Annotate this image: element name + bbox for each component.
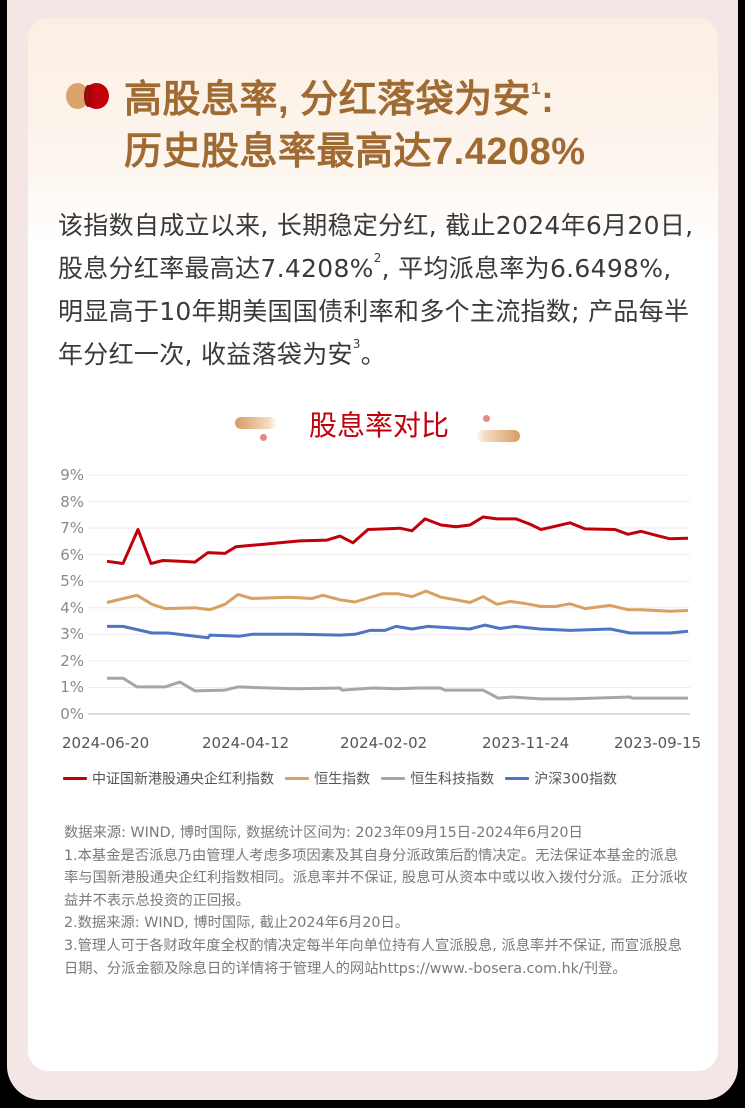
footnote-ref-3: 3 <box>352 337 361 351</box>
chart-plot-area <box>88 474 690 715</box>
intro-text-1: 该指数自成立以来, 长期稳定分红, 截止2024年6月20日, 股息分红率最高达… <box>58 211 694 283</box>
line-chart: 0% 1% 2% 3% 4% 5% 6% 7% 8% 9% 2024-06-20 2024-04-1… <box>40 460 720 760</box>
y-tick-label: 7% <box>60 519 84 538</box>
y-tick-label: 6% <box>60 545 84 564</box>
legend-item: 中证国新港股通央企红利指数 <box>63 768 274 789</box>
title-line-2: 历史股息率最高达7.4208% <box>124 131 586 173</box>
y-tick-label: 4% <box>60 598 84 617</box>
y-tick-label: 9% <box>60 466 84 485</box>
x-tick-label: 2023-09-15 <box>614 734 702 752</box>
footnotes: 数据来源: WIND, 博时国际, 数据统计区间为: 2023年09月15日-2… <box>64 822 692 980</box>
intro-text-2: , 平均派息率为6.6498%, 明显高于10年期美国国债利率和多个主流指数; … <box>58 254 690 369</box>
page-title: 高股息率, 分红落袋为安1: 历史股息率最高达7.4208% <box>124 74 684 178</box>
y-tick-label: 0% <box>60 705 84 723</box>
legend-label: 中证国新港股通央企红利指数 <box>92 771 274 788</box>
chart-legend: 中证国新港股通央企红利指数 恒生指数 恒生科技指数 沪深300指数 <box>63 768 713 790</box>
x-tick-label: 2023-11-24 <box>482 734 570 752</box>
legend-swatch-blue <box>505 777 530 780</box>
footnote-ref-2: 2 <box>373 251 382 265</box>
series-line <box>106 589 689 613</box>
title-line-1: 高股息率, 分红落袋为安 <box>124 79 532 121</box>
series-line <box>107 676 688 701</box>
x-tick-label: 2024-06-20 <box>62 734 150 752</box>
series-line <box>107 623 689 640</box>
x-tick-label: 2024-04-12 <box>202 734 290 752</box>
intro-text-3: 。 <box>360 340 387 369</box>
decorative-bar-left <box>235 417 277 429</box>
title-colon: : <box>541 79 555 121</box>
legend-item: 恒生科技指数 <box>381 768 494 789</box>
series-line <box>106 515 689 565</box>
note-1: 1.本基金是否派息乃由管理人考虑多项因素及其自身分派政策后酌情决定。无法保证本基… <box>64 847 688 909</box>
y-tick-label: 5% <box>60 572 84 591</box>
legend-swatch-red <box>63 777 87 780</box>
decorative-dot-right <box>483 415 490 422</box>
chart-heading: 股息率对比 <box>232 404 522 448</box>
y-tick-label: 2% <box>60 651 84 670</box>
chart-title: 股息率对比 <box>308 410 449 441</box>
note-2: 2.数据来源: WIND, 博时国际, 截止2024年6月20日。 <box>64 915 410 932</box>
y-tick-label: 8% <box>60 492 84 511</box>
legend-swatch-gray <box>381 777 406 780</box>
legend-label: 沪深300指数 <box>534 771 618 788</box>
note-source: 数据来源: WIND, 博时国际, 数据统计区间为: 2023年09月15日-2… <box>64 825 583 841</box>
intro-paragraph: 该指数自成立以来, 长期稳定分红, 截止2024年6月20日, 股息分红率最高达… <box>58 204 698 376</box>
y-tick-label: 3% <box>60 625 84 644</box>
x-tick-label: 2024-02-02 <box>340 734 428 752</box>
note-3: 3.管理人可于各财政年度全权酌情决定每半年向单位持有人宣派股息, 派息率并不保证… <box>64 937 682 977</box>
decorative-dot-left <box>260 434 267 441</box>
legend-item: 恒生指数 <box>285 768 370 789</box>
legend-swatch-tan <box>285 777 310 780</box>
legend-label: 恒生科技指数 <box>410 771 495 788</box>
legend-label: 恒生指数 <box>314 771 371 788</box>
two-overlapping-dots-icon <box>66 83 112 109</box>
legend-item: 沪深300指数 <box>505 768 617 789</box>
y-tick-label: 1% <box>60 678 84 697</box>
footnote-ref-1: 1 <box>531 79 542 98</box>
decorative-bar-right <box>476 430 520 442</box>
